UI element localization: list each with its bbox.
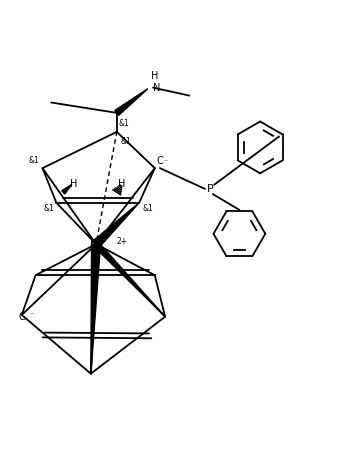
Text: &1: &1	[28, 156, 39, 165]
Text: ⁻: ⁻	[29, 310, 33, 319]
Text: &1: &1	[119, 119, 129, 128]
Text: 2+: 2+	[117, 237, 128, 246]
Text: H: H	[118, 179, 126, 189]
Polygon shape	[115, 89, 148, 115]
Text: N: N	[153, 82, 160, 93]
Polygon shape	[91, 244, 100, 374]
Text: P: P	[207, 184, 213, 194]
Text: C: C	[157, 156, 163, 166]
Text: &1: &1	[44, 204, 55, 213]
Text: ⁻: ⁻	[163, 157, 167, 166]
Text: &1: &1	[143, 204, 153, 213]
Polygon shape	[93, 203, 139, 247]
Text: H: H	[70, 179, 77, 189]
Text: H: H	[151, 72, 158, 81]
Polygon shape	[94, 242, 165, 317]
Text: &1: &1	[120, 137, 131, 146]
Text: C: C	[19, 312, 25, 322]
Polygon shape	[62, 184, 72, 194]
Text: Fe: Fe	[90, 239, 102, 249]
